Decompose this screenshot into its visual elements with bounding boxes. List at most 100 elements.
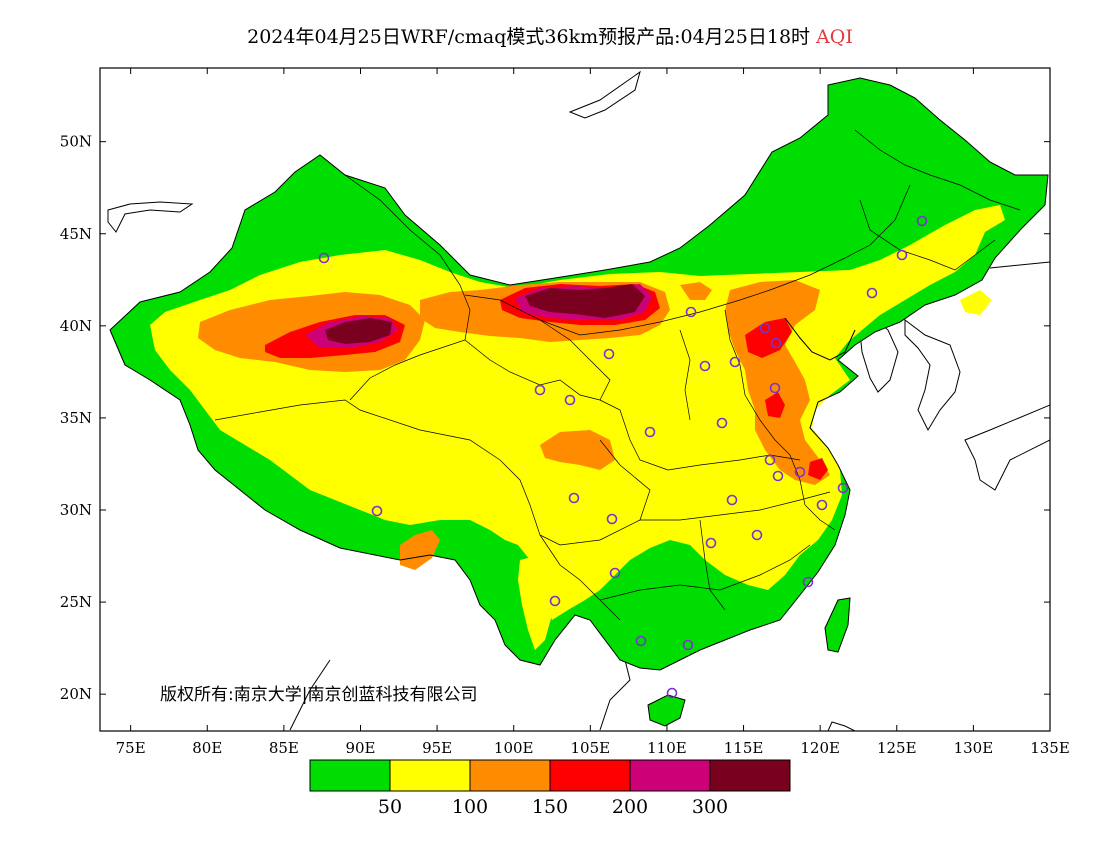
boundary-hebei (724, 309, 791, 456)
station-marker (603, 348, 615, 360)
boundary-guangdong (599, 544, 811, 601)
station-marker (751, 529, 763, 541)
station-marker (609, 567, 621, 579)
aqi-region-sensitive-henan (680, 282, 712, 300)
boundary-gansu (464, 294, 611, 401)
colorbar-swatch (549, 759, 631, 792)
aqi-region-hazardous-mongolia (525, 284, 645, 318)
y-tick-label: 45N (60, 225, 92, 243)
colorbar-swatch (469, 759, 551, 792)
x-tick-label: 130E (954, 739, 994, 757)
station-marker (802, 576, 814, 588)
kyushu-coastline (964, 404, 1050, 491)
colorbar-label: 300 (692, 796, 728, 818)
station-marker (726, 494, 738, 506)
station-marker (564, 394, 576, 406)
boundary-sichuan (499, 439, 651, 546)
x-tick-label: 105E (571, 739, 611, 757)
hainan-island (648, 695, 685, 726)
station-marker (716, 417, 728, 429)
station-marker (705, 537, 717, 549)
station-marker (644, 426, 656, 438)
y-tick-label: 30N (60, 501, 92, 519)
boundary-hunan-jiangxi (699, 519, 726, 611)
y-tick-label: 25N (60, 593, 92, 611)
colorbar-label: 50 (378, 796, 402, 818)
station-marker (769, 382, 781, 394)
coastlines (107, 70, 1050, 731)
station-marker (568, 492, 580, 504)
station-marker (685, 306, 697, 318)
y-tick-label: 35N (60, 409, 92, 427)
station-marker (318, 252, 330, 264)
colorbar-swatch (309, 759, 391, 792)
aqi-region-moderate-northeast (960, 290, 992, 315)
sea-coast-east (989, 261, 1050, 269)
colorbar-label: 100 (452, 796, 488, 818)
y-tick-label: 20N (60, 685, 92, 703)
x-tick-label: 120E (800, 739, 840, 757)
indochina-coast (599, 659, 631, 731)
station-marker (371, 505, 383, 517)
station-marker (770, 337, 782, 349)
x-tick-label: 115E (724, 739, 764, 757)
boundary-shanxi (679, 329, 691, 421)
bohai-coast (784, 317, 856, 361)
colorbar-label: 200 (612, 796, 648, 818)
station-marker (549, 595, 561, 607)
map-content (107, 70, 1050, 731)
station-marker (816, 499, 828, 511)
x-tick-label: 125E (877, 739, 917, 757)
station-marker (772, 470, 784, 482)
aqi-region-hazardous-xinjiang (325, 318, 392, 344)
boundary-northeast (859, 199, 996, 271)
colorbar-swatch (389, 759, 471, 792)
aqi-region-sensitive-tibet (400, 530, 440, 570)
station-marker (794, 466, 806, 478)
boundary-anhui-jiangsu (789, 454, 836, 531)
x-tick-label: 90E (345, 739, 375, 757)
y-axis: 50N 45N 40N 35N 30N 25N 20N (60, 133, 1050, 703)
province-boundaries (214, 129, 1021, 621)
station-marker (635, 635, 647, 647)
aqi-region-moderate-southwest (518, 555, 560, 650)
boundary-henan (667, 454, 801, 471)
x-tick-label: 80E (192, 739, 222, 757)
aqi-region-sensitive-sichuan (540, 430, 615, 470)
station-marker (606, 513, 618, 525)
colorbar-label: 150 (532, 796, 568, 818)
taiwan-island (825, 598, 850, 652)
philippines-coast (827, 721, 856, 731)
boundary-hubei (640, 491, 831, 521)
copyright-text: 版权所有:南京大学|南京创蓝科技有限公司 (160, 685, 478, 705)
station-marker (534, 384, 546, 396)
station-marker (764, 454, 776, 466)
aqi-region-unhealthy-shandong (765, 392, 785, 418)
title-variable: AQI (816, 26, 853, 48)
sakhalin-coastline (568, 70, 641, 119)
map-title: 2024年04月25日WRF/cmaq模式36km预报产品:04月25日18时 A… (0, 22, 1100, 49)
title-main: 2024年04月25日WRF/cmaq模式36km预报产品:04月25日18时 (247, 26, 811, 48)
boundary-xinjiang-east (344, 174, 471, 401)
station-marker (729, 356, 741, 368)
station-marker (837, 482, 849, 494)
x-axis: 75E 80E 85E 90E 95E 100E 105E 110E 115E 120E 125E 1… (116, 68, 1070, 757)
y-tick-label: 50N (60, 133, 92, 151)
plot-border (99, 67, 1051, 732)
lake-balkhash (107, 201, 194, 233)
boundary-shaanxi (599, 399, 669, 471)
colorbar-swatch (629, 759, 711, 792)
boundary-yunnan-guizhou (539, 534, 621, 621)
x-tick-label: 100E (494, 739, 534, 757)
station-marker (682, 639, 694, 651)
boundary-inner-mongolia-south (539, 184, 911, 336)
x-tick-label: 135E (1030, 739, 1070, 757)
colorbar: 50 100 150 200 300 (309, 759, 791, 818)
japan-coastline (904, 319, 961, 432)
x-tick-label: 110E (647, 739, 687, 757)
station-marker (759, 322, 771, 334)
aqi-region-unhealthy-jiangsu (808, 458, 828, 480)
colorbar-swatch (709, 759, 791, 792)
y-tick-label: 40N (60, 317, 92, 335)
